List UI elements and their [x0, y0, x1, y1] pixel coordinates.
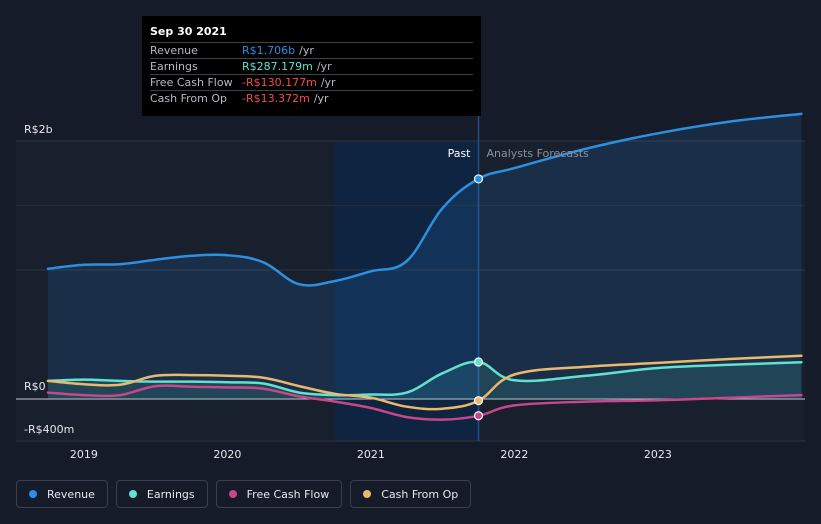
revenue-marker — [473, 174, 484, 184]
tooltip-value: -R$13.372m — [242, 92, 310, 105]
forecast-band — [478, 141, 805, 441]
tooltip-row-cash-from-op: Cash From Op -R$13.372m /yr — [150, 90, 473, 106]
x-tick-label: 2022 — [500, 448, 528, 461]
legend-label: Cash From Op — [381, 487, 459, 501]
legend-label: Revenue — [47, 487, 95, 501]
earnings-line — [46, 360, 803, 397]
tooltip-unit: /yr — [320, 76, 336, 89]
chart-legend: Revenue Earnings Free Cash Flow Cash Fro… — [16, 480, 472, 508]
data-tooltip: Sep 30 2021 Revenue R$1.706b /yr Earning… — [142, 16, 481, 116]
tooltip-unit: /yr — [316, 60, 332, 73]
plot-background — [16, 141, 335, 441]
tooltip-date: Sep 30 2021 — [150, 25, 227, 38]
forecast-label: Analysts Forecasts — [487, 147, 590, 160]
past-label: Past — [448, 147, 472, 160]
x-tick-label: 2021 — [357, 448, 385, 461]
cash-from-op-line — [46, 354, 803, 411]
tooltip-unit: /yr — [313, 92, 329, 105]
tooltip-label: Free Cash Flow — [150, 76, 233, 89]
x-tick-label: 2020 — [213, 448, 241, 461]
y-axis-label: -R$400m — [24, 423, 74, 436]
legend-item-free-cash-flow[interactable]: Free Cash Flow — [215, 480, 343, 508]
legend-dot-icon — [228, 490, 237, 498]
tooltip-label: Cash From Op — [150, 92, 228, 105]
free-cash-flow-line — [46, 384, 803, 421]
tooltip-value: R$1.706b — [242, 44, 296, 57]
free-cash-flow-marker — [473, 411, 484, 421]
earnings-area — [48, 361, 802, 399]
y-axis-label: R$0 — [24, 380, 46, 393]
tooltip-value: R$287.179m — [242, 60, 313, 73]
legend-label: Free Cash Flow — [246, 487, 330, 501]
past-highlight-band — [335, 141, 479, 441]
legend-dot-icon — [128, 490, 137, 498]
cash-from-op-marker — [473, 396, 484, 406]
revenue-area — [48, 113, 802, 400]
legend-item-cash-from-op[interactable]: Cash From Op — [350, 480, 472, 508]
tooltip-value: -R$130.177m — [242, 76, 317, 89]
y-axis-label: R$2b — [24, 123, 53, 136]
tooltip-row-free-cash-flow: Free Cash Flow -R$130.177m /yr — [150, 74, 473, 90]
tooltip-row-earnings: Earnings R$287.179m /yr — [150, 58, 473, 74]
tooltip-row-revenue: Revenue R$1.706b /yr — [150, 42, 473, 58]
x-tick-label: 2023 — [644, 448, 672, 461]
legend-dot-icon — [363, 490, 372, 498]
tooltip-unit: /yr — [299, 44, 314, 57]
legend-item-earnings[interactable]: Earnings — [115, 480, 208, 508]
earnings-marker — [473, 357, 484, 367]
tooltip-label: Revenue — [150, 44, 198, 57]
legend-item-revenue[interactable]: Revenue — [16, 480, 108, 508]
legend-dot-icon — [29, 490, 37, 498]
revenue-line — [46, 112, 803, 287]
tooltip-label: Earnings — [150, 60, 198, 73]
x-tick-label: 2019 — [70, 448, 98, 461]
legend-label: Earnings — [146, 487, 195, 501]
